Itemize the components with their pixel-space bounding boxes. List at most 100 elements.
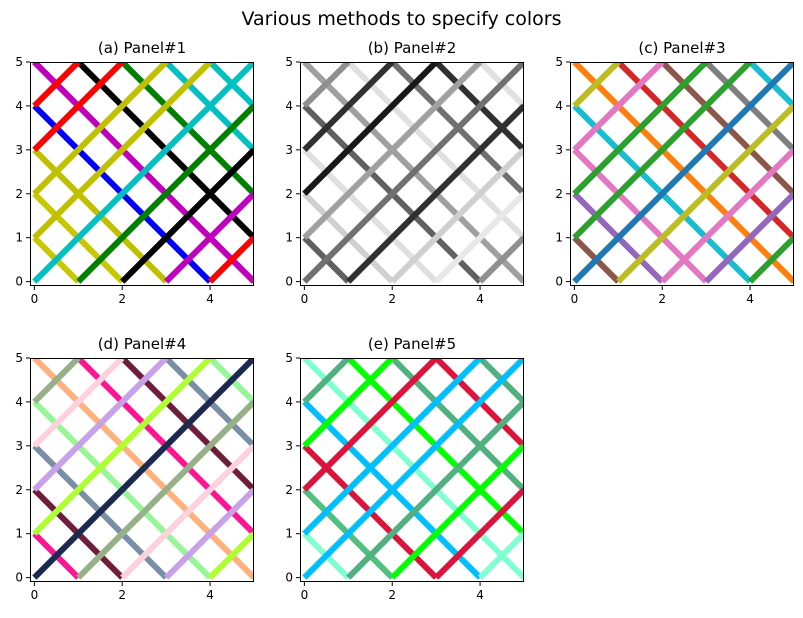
panel-2-title: (b) Panel#2 — [367, 39, 457, 57]
panel-5-title: (e) Panel#5 — [367, 335, 457, 353]
panel-2-line-17 — [434, 191, 524, 284]
panel-5-line-15 — [346, 399, 524, 580]
panel-2-line-18 — [477, 235, 524, 284]
panel-1-line-12 — [32, 62, 125, 152]
panel-5-line-16 — [390, 443, 524, 580]
panel-2-plot: 0 2 4 0 1 2 3 4 5 — [285, 55, 524, 306]
panel-3-frame — [570, 62, 794, 286]
panel-4-xtick-label: 4 — [206, 588, 214, 602]
panel-3-line-10 — [572, 62, 621, 109]
panel-4-ytick-label: 3 — [15, 439, 23, 453]
panel-2-line-13 — [302, 62, 483, 240]
panel-4-line-12 — [32, 358, 169, 492]
panel-1-line-13 — [32, 62, 169, 196]
panel-1-xtick-label: 2 — [118, 292, 126, 306]
panel-4-line-15 — [76, 399, 254, 580]
panel-4-series-group — [32, 358, 254, 580]
panel-1-series-group — [32, 62, 254, 284]
panel-5-xtick-label: 4 — [476, 588, 484, 602]
panel-1-title: (a) Panel#1 — [97, 39, 187, 57]
panel-3-line-18 — [747, 235, 794, 284]
panel-1-line-17 — [120, 147, 254, 284]
panel-3-title: (c) Panel#3 — [638, 39, 726, 57]
panel-1-ytick-label: 3 — [15, 143, 23, 157]
panel-5-line-18 — [477, 531, 524, 580]
panel-1-line-16 — [76, 103, 254, 284]
panel-4-xtick-label: 0 — [31, 588, 39, 602]
panel-5-ytick-label: 3 — [285, 439, 293, 453]
panel-3-line-12 — [572, 62, 709, 196]
panel-5-ytick-label: 4 — [285, 395, 293, 409]
panel-1-plot: 0 2 4 0 1 2 3 4 5 — [15, 55, 254, 306]
panel-4-ytick-label: 1 — [15, 527, 23, 541]
panel-5-xtick-label: 2 — [388, 588, 396, 602]
panel-3-ytick-label: 0 — [555, 275, 563, 289]
panel-4-ytick-label: 0 — [15, 571, 23, 585]
panel-4-line-16 — [120, 443, 254, 580]
panel-5-line-11 — [302, 358, 395, 448]
panel-5-frame — [300, 358, 524, 582]
panel-1-ytick-label: 1 — [15, 231, 23, 245]
panel-3-line-15 — [616, 103, 794, 284]
panel-1-xtick-label: 4 — [206, 292, 214, 306]
panel-2-line-14 — [302, 62, 524, 284]
panel-4-ytick-label: 2 — [15, 483, 23, 497]
panel-1-line-15 — [32, 62, 254, 284]
panel-3-line-13 — [572, 62, 753, 240]
panel-1-line-19 — [207, 235, 254, 284]
panel-1-ytick-label: 5 — [15, 55, 23, 69]
panel-5-line-12 — [302, 358, 439, 492]
panel-2-series-group — [302, 62, 524, 284]
panel-3-ytick-label: 3 — [555, 143, 563, 157]
panel-5-ytick-label: 1 — [285, 527, 293, 541]
panel-2-ytick-label: 0 — [285, 275, 293, 289]
panel-5-xtick-label: 0 — [301, 588, 309, 602]
panel-1-line-18 — [164, 191, 254, 284]
panel-4-title: (d) Panel#4 — [97, 335, 187, 353]
panel-3-ytick-label: 4 — [555, 99, 563, 113]
panel-4-line-11 — [32, 358, 125, 448]
panel-5-line-17 — [434, 487, 524, 580]
panel-3-line-16 — [660, 147, 794, 284]
panel-5-line-14 — [302, 358, 524, 580]
panel-4-line-13 — [32, 358, 213, 536]
panel-1-frame — [30, 62, 254, 286]
panel-3-line-11 — [572, 62, 665, 152]
panel-4-frame — [30, 358, 254, 582]
panel-3-series-group — [572, 62, 794, 284]
panel-1-ytick-label: 4 — [15, 99, 23, 113]
panel-4-line-17 — [164, 487, 254, 580]
panel-4-line-14 — [32, 358, 254, 580]
panel-4-ytick-label: 4 — [15, 395, 23, 409]
panel-5-line-10 — [302, 358, 351, 405]
panel-5-ytick-label: 5 — [285, 351, 293, 365]
panel-5-ytick-label: 0 — [285, 571, 293, 585]
panel-2-xtick-label: 0 — [301, 292, 309, 306]
panel-2-line-11 — [302, 62, 395, 152]
panel-4-ytick-label: 5 — [15, 351, 23, 365]
panel-4-line-10 — [32, 358, 81, 405]
panel-4-xtick-label: 2 — [118, 588, 126, 602]
panel-2-line-10 — [302, 62, 351, 109]
panel-2-line-12 — [302, 62, 439, 196]
panel-4-line-18 — [207, 531, 254, 580]
panel-3-line-14 — [572, 62, 794, 284]
panel-1-xtick-label: 0 — [31, 292, 39, 306]
panel-2-ytick-label: 3 — [285, 143, 293, 157]
panel-3-ytick-label: 5 — [555, 55, 563, 69]
panel-3-xtick-label: 2 — [658, 292, 666, 306]
panel-2-ytick-label: 4 — [285, 99, 293, 113]
panel-1-line-14 — [32, 62, 213, 240]
panel-2-ytick-label: 5 — [285, 55, 293, 69]
panel-3-xtick-label: 0 — [571, 292, 579, 306]
panel-2-frame — [300, 62, 524, 286]
panel-3-ytick-label: 2 — [555, 187, 563, 201]
figure-suptitle: Various methods to specify colors — [241, 8, 562, 30]
panel-2-xtick-label: 2 — [388, 292, 396, 306]
panel-3-xtick-label: 4 — [746, 292, 754, 306]
panel-4-plot: 0 2 4 0 1 2 3 4 5 — [15, 351, 254, 602]
panel-5-line-13 — [302, 358, 483, 536]
panel-2-xtick-label: 4 — [476, 292, 484, 306]
panel-1-ytick-label: 0 — [15, 275, 23, 289]
panel-2-ytick-label: 1 — [285, 231, 293, 245]
